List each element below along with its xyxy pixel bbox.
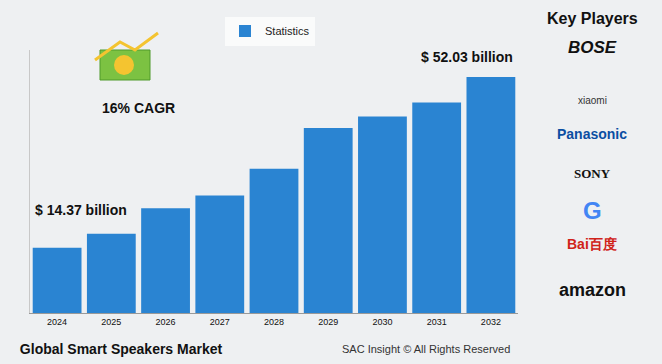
svg-text:16% CAGR: 16% CAGR — [102, 100, 175, 116]
svg-text:2030: 2030 — [372, 317, 392, 327]
svg-text:2032: 2032 — [481, 317, 501, 327]
svg-text:2031: 2031 — [427, 317, 447, 327]
svg-text:$ 14.37 billion: $ 14.37 billion — [35, 202, 127, 218]
svg-text:Statistics: Statistics — [265, 25, 310, 37]
svg-text:amazon: amazon — [559, 280, 626, 300]
svg-text:Key Players: Key Players — [547, 10, 638, 27]
svg-text:2028: 2028 — [264, 317, 284, 327]
svg-text:Bai百度: Bai百度 — [567, 236, 617, 252]
svg-text:2026: 2026 — [156, 317, 176, 327]
svg-text:xiaomi: xiaomi — [578, 95, 607, 106]
svg-text:SONY: SONY — [574, 166, 611, 181]
svg-text:2024: 2024 — [47, 317, 67, 327]
svg-text:SAC Insight © All Rights Reser: SAC Insight © All Rights Reserved — [342, 343, 510, 355]
svg-text:2027: 2027 — [210, 317, 230, 327]
svg-text:Panasonic: Panasonic — [557, 126, 627, 142]
svg-text:2029: 2029 — [318, 317, 338, 327]
svg-text:G: G — [583, 197, 602, 224]
svg-text:$ 52.03 billion: $ 52.03 billion — [421, 49, 513, 65]
svg-text:2025: 2025 — [101, 317, 121, 327]
svg-text:Global Smart Speakers Market: Global Smart Speakers Market — [20, 341, 223, 357]
svg-text:BOSE: BOSE — [568, 38, 617, 57]
